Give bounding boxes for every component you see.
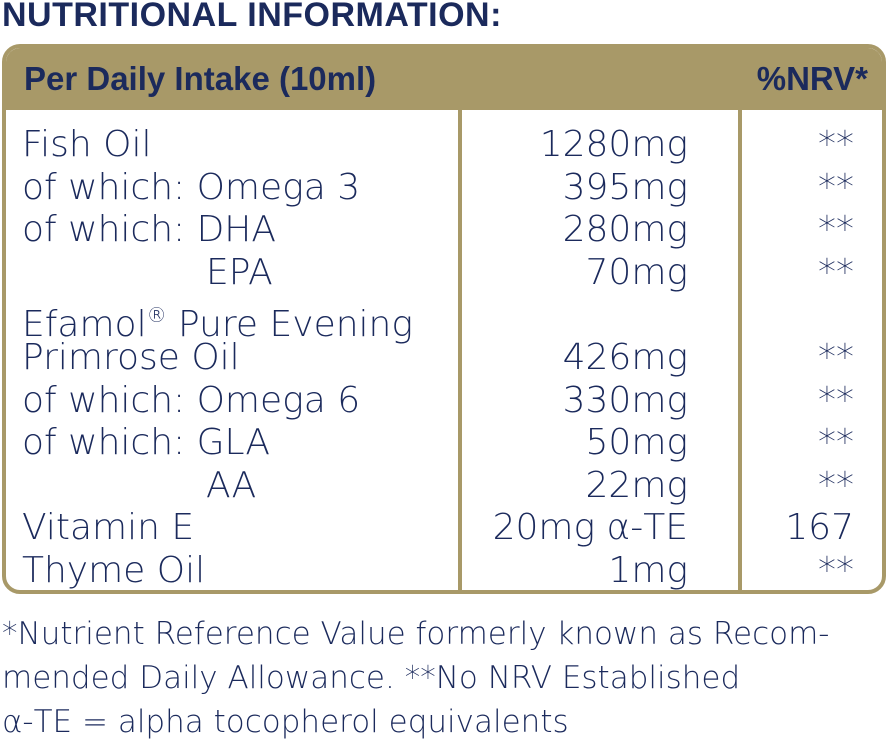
table-row: of which: DHA 280mg ** (6, 209, 882, 252)
nutrient-amount: 1280mg (539, 124, 688, 165)
column-divider-2 (738, 110, 742, 590)
header-nrv: %NRV* (756, 60, 868, 97)
nutrient-name: of which: Omega 6 (22, 379, 361, 421)
table-row: of which: GLA 50mg ** (6, 422, 882, 465)
nutrient-name-suffix: Pure Evening (166, 304, 413, 346)
table-row: EPA 70mg ** (6, 252, 882, 295)
table-row: Primrose Oil 426mg ** (6, 337, 882, 380)
table-row: Vitamin E 20mg α-TE 167 (6, 507, 882, 550)
nutrient-name: AA (206, 464, 257, 506)
nutrient-nrv: 167 (785, 507, 854, 549)
page-title: NUTRITIONAL INFORMATION: (2, 0, 502, 34)
footnote-line-2: mended Daily Allowance. **No NRV Establi… (2, 660, 741, 696)
nutrient-nrv: ** (818, 422, 854, 464)
nutrient-name: EPA (206, 251, 273, 293)
nutrition-table: Per Daily Intake (10ml) %NRV* Fish Oil 1… (2, 44, 886, 594)
footnote-line-1: *Nutrient Reference Value formerly known… (2, 616, 830, 652)
header-per-daily-intake: Per Daily Intake (10ml) (24, 60, 377, 97)
nutrient-name: of which: GLA (22, 422, 270, 464)
nutrient-name: of which: Omega 3 (22, 166, 361, 208)
nutrient-amount: 426mg (562, 336, 688, 378)
nutrient-nrv: ** (818, 379, 854, 421)
table-row: AA 22mg ** (6, 465, 882, 508)
table-body: Fish Oil 1280mg ** of which: Omega 3 395… (6, 124, 882, 591)
nutrient-nrv: ** (818, 251, 854, 293)
nutrient-amount: 22mg (585, 464, 688, 506)
nutrient-name: Fish Oil (22, 124, 152, 165)
registered-mark: ® (146, 303, 167, 328)
nutrient-nrv: ** (818, 209, 854, 251)
footnote-line-3: α-TE = alpha tocopherol equivalents (2, 704, 569, 740)
nutrient-amount: 1mg (608, 549, 688, 591)
nutrient-nrv: ** (818, 549, 854, 591)
nutrient-nrv: ** (818, 166, 854, 208)
nutrient-amount: 330mg (562, 379, 688, 421)
footnote: *Nutrient Reference Value formerly known… (2, 612, 892, 744)
nutrient-name: Efamol® Pure Evening (22, 294, 413, 346)
nutrient-name: of which: DHA (22, 209, 277, 251)
nutrient-name: Thyme Oil (22, 549, 206, 591)
table-row: Thyme Oil 1mg ** (6, 549, 882, 591)
nutrient-amount: 280mg (562, 209, 688, 251)
nutrient-nrv: ** (818, 464, 854, 506)
nutrient-name: Primrose Oil (22, 336, 240, 378)
nutrient-nrv: ** (818, 336, 854, 378)
nutrient-amount: 50mg (585, 422, 688, 464)
column-divider-1 (458, 110, 462, 590)
nutrient-amount: 20mg α-TE (492, 507, 688, 549)
table-row: of which: Omega 6 330mg ** (6, 380, 882, 423)
nutrient-nrv: ** (818, 124, 854, 165)
table-row: Efamol® Pure Evening (6, 294, 882, 345)
brand-name: Efamol (22, 304, 147, 346)
table-row: of which: Omega 3 395mg ** (6, 167, 882, 210)
table-row: Fish Oil 1280mg ** (6, 124, 882, 167)
nutrient-amount: 395mg (562, 166, 688, 208)
table-header: Per Daily Intake (10ml) %NRV* (6, 48, 882, 110)
nutrient-amount: 70mg (585, 251, 688, 293)
nutrient-name: Vitamin E (22, 507, 195, 549)
